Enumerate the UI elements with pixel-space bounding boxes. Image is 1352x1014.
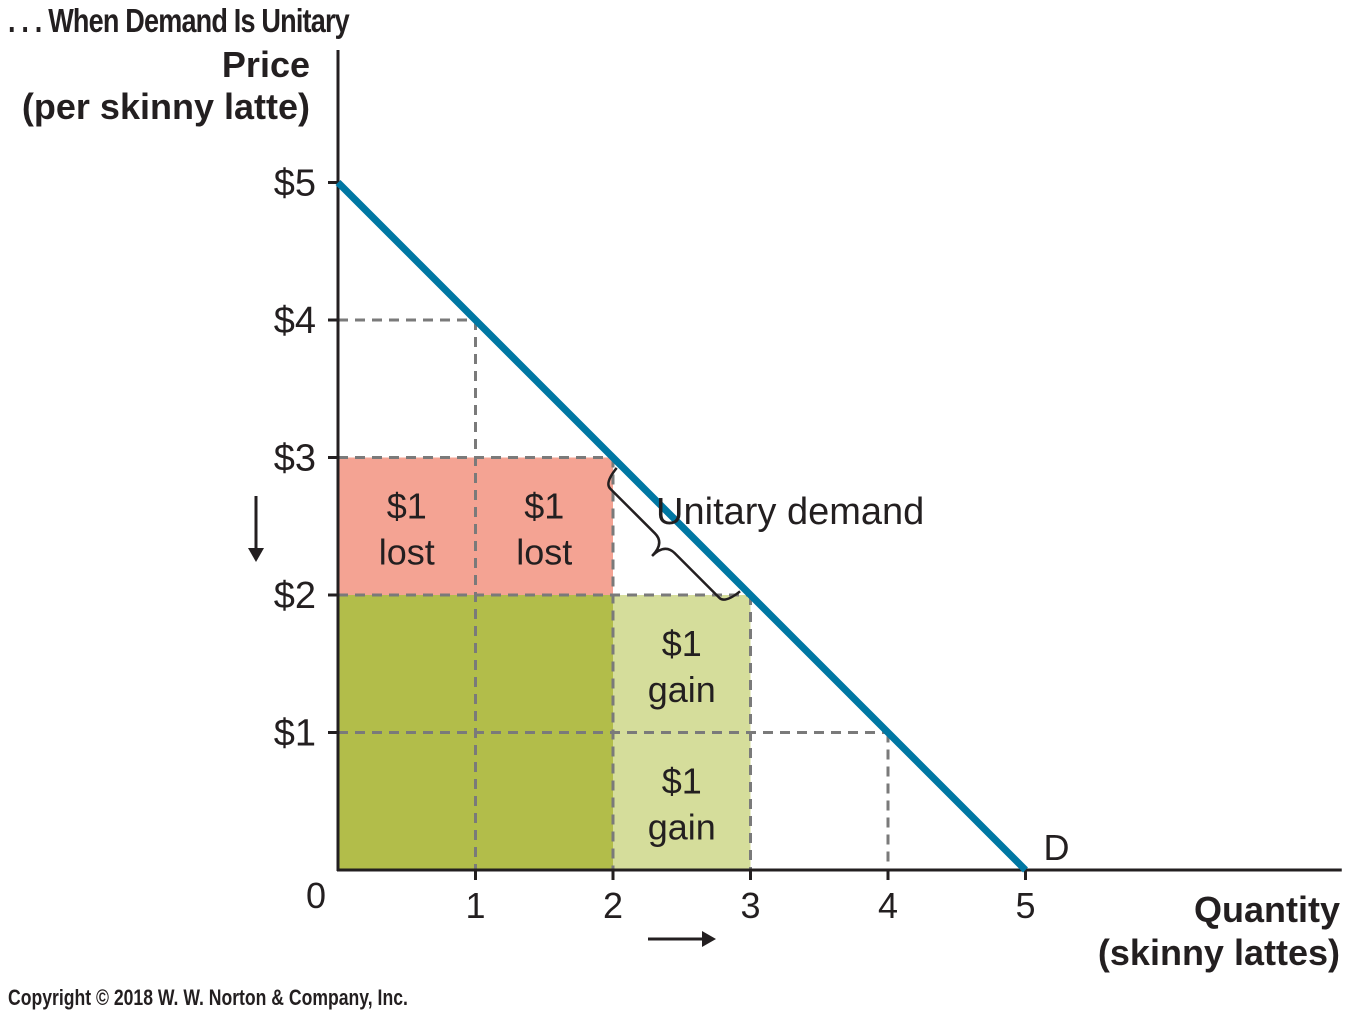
region-3 — [613, 732, 751, 870]
x-axis-label: Quantity (skinny lattes) — [1098, 888, 1340, 974]
y-axis-label-line-2: (per skinny latte) — [21, 86, 310, 127]
x-tick-label-2: 3 — [740, 885, 760, 926]
y-tick-label-1: $2 — [274, 575, 316, 617]
y-tick-label-0: $1 — [274, 713, 316, 755]
x-tick-label-1: 2 — [603, 885, 623, 926]
region-2 — [613, 595, 751, 733]
region-label-text-3: gain — [648, 806, 716, 847]
y-axis-label-line-1: Price — [221, 44, 310, 85]
x-tick-label-4: 5 — [1015, 885, 1035, 926]
region-label-text-0: lost — [379, 531, 435, 572]
chart-title: . . . When Demand Is Unitary — [8, 2, 350, 39]
y-tick-label-3: $4 — [274, 300, 316, 342]
region-label-text-2: gain — [648, 669, 716, 710]
region-label-text-1: lost — [516, 531, 572, 572]
region-1 — [475, 457, 613, 595]
copyright-notice: Copyright © 2018 W. W. Norton & Company,… — [8, 985, 408, 1010]
region-0 — [338, 457, 476, 595]
y-tick-label-4: $5 — [274, 163, 316, 205]
region-label-value-3: $1 — [662, 760, 702, 801]
x-tick-label-0: 1 — [465, 885, 485, 926]
demand-curve-label: D — [1044, 827, 1070, 868]
origin-label: 0 — [306, 875, 326, 916]
region-label-value-0: $1 — [387, 485, 427, 526]
price-decrease-arrow-head — [248, 548, 264, 562]
y-axis-label: Price (per skinny latte) — [22, 44, 310, 128]
quantity-increase-arrow-head — [702, 931, 716, 947]
demand-curve — [335, 180, 1028, 873]
unitary-demand-brace — [607, 467, 741, 601]
x-axis-label-line-1: Quantity — [1193, 889, 1340, 930]
region-label-value-2: $1 — [662, 623, 702, 664]
unitary-demand-label: Unitary demand — [656, 491, 924, 533]
x-axis-label-line-2: (skinny lattes) — [1097, 932, 1340, 973]
region-label-value-1: $1 — [524, 485, 564, 526]
x-tick-label-3: 4 — [878, 885, 898, 926]
y-tick-label-2: $3 — [274, 438, 316, 480]
